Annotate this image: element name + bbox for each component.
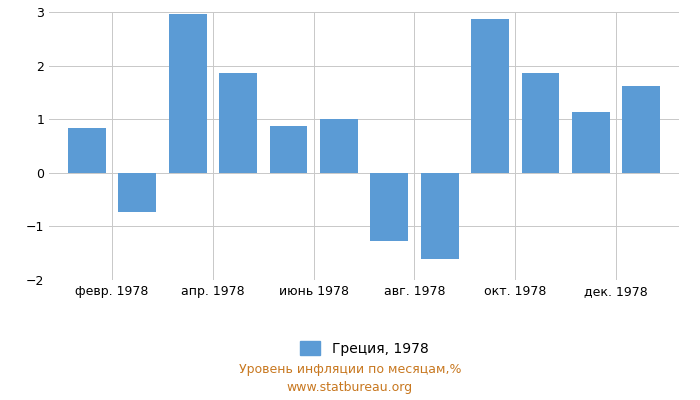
Bar: [522, 72, 559, 173]
Bar: [270, 126, 307, 173]
Bar: [219, 73, 257, 173]
Bar: [370, 173, 408, 241]
Bar: [320, 119, 358, 173]
Bar: [68, 128, 106, 173]
Bar: [421, 173, 458, 258]
Bar: [572, 112, 610, 173]
Bar: [169, 14, 206, 173]
Legend: Греция, 1978: Греция, 1978: [294, 335, 434, 361]
Bar: [622, 86, 660, 173]
Bar: [471, 19, 509, 173]
Text: www.statbureau.org: www.statbureau.org: [287, 382, 413, 394]
Bar: [118, 173, 156, 212]
Text: Уровень инфляции по месяцам,%: Уровень инфляции по месяцам,%: [239, 364, 461, 376]
